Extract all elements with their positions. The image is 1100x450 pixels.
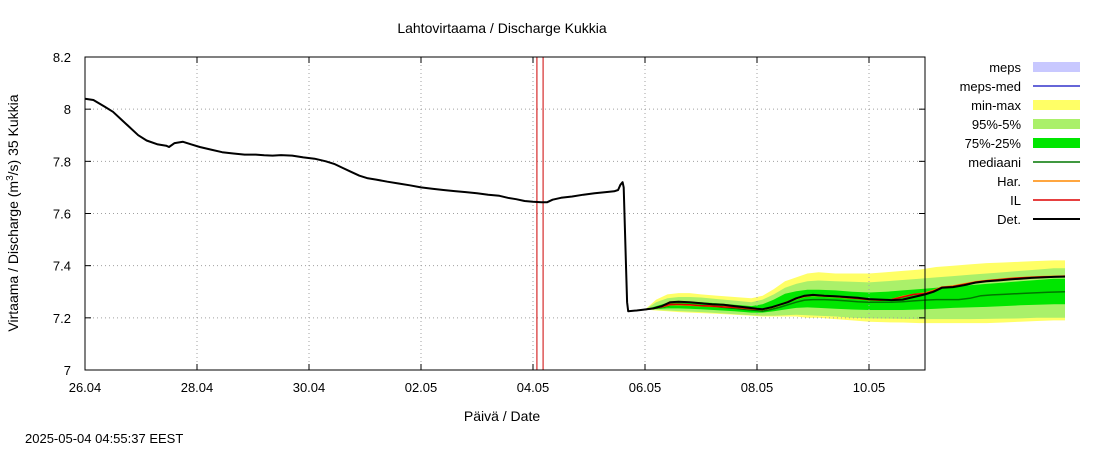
x-tick-label: 10.05 — [853, 380, 886, 395]
x-tick-label: 02.05 — [405, 380, 438, 395]
x-tick-label: 26.04 — [69, 380, 102, 395]
legend-label: 75%-25% — [965, 136, 1022, 151]
series-line-det — [84, 97, 1066, 313]
y-tick-label: 7 — [64, 363, 71, 378]
x-axis-label: Päivä / Date — [464, 408, 540, 424]
legend-label: meps-med — [960, 79, 1021, 94]
grid — [85, 57, 925, 370]
forecast-start-lines — [536, 57, 544, 370]
y-axis-label: Virtaama / Discharge (m3/s) 35 Kukkia — [5, 94, 21, 331]
y-tick-label: 7.2 — [53, 311, 71, 326]
legend-label: min-max — [971, 98, 1021, 113]
x-tick-label: 30.04 — [293, 380, 326, 395]
x-tick-label: 06.05 — [629, 380, 662, 395]
y-tick-label: 7.6 — [53, 207, 71, 222]
chart-title: Lahtovirtaama / Discharge Kukkia — [397, 20, 607, 36]
x-tick-label: 04.05 — [517, 380, 550, 395]
legend-swatch — [1033, 119, 1080, 129]
legend-label: Det. — [997, 212, 1021, 227]
y-tick-label: 8 — [64, 102, 71, 117]
x-tick-label: 08.05 — [741, 380, 774, 395]
legend-swatch — [1033, 62, 1080, 72]
legend-swatch — [1033, 100, 1080, 110]
y-axis-label-part-1: Virtaama / Discharge (m — [5, 181, 21, 332]
y-axis-label-part-2: /s) 35 Kukkia — [5, 94, 21, 175]
legend-label: meps — [989, 60, 1021, 75]
legend-label: mediaani — [968, 155, 1021, 170]
axis-ticks: 26.04 28.04 30.04 02.05 04.05 06.05 08.05 10.05… — [53, 50, 925, 395]
y-tick-label: 7.8 — [53, 154, 71, 169]
y-tick-label: 8.2 — [53, 50, 71, 65]
y-axis-label-superscript: 3 — [5, 175, 16, 181]
legend: meps meps-med min-max 95%-5% 75%-25% mediaani… — [960, 60, 1080, 227]
legend-label: 95%-5% — [972, 117, 1022, 132]
y-tick-label: 7.4 — [53, 259, 71, 274]
legend-swatch — [1033, 138, 1080, 148]
legend-label: IL — [1010, 193, 1021, 208]
series-lines — [84, 97, 1066, 313]
band-75-25- — [645, 278, 1065, 313]
legend-label: Har. — [997, 174, 1021, 189]
timestamp: 2025-05-04 04:55:37 EEST — [25, 431, 183, 446]
x-tick-label: 28.04 — [181, 380, 214, 395]
forecast-bands — [645, 260, 1065, 324]
